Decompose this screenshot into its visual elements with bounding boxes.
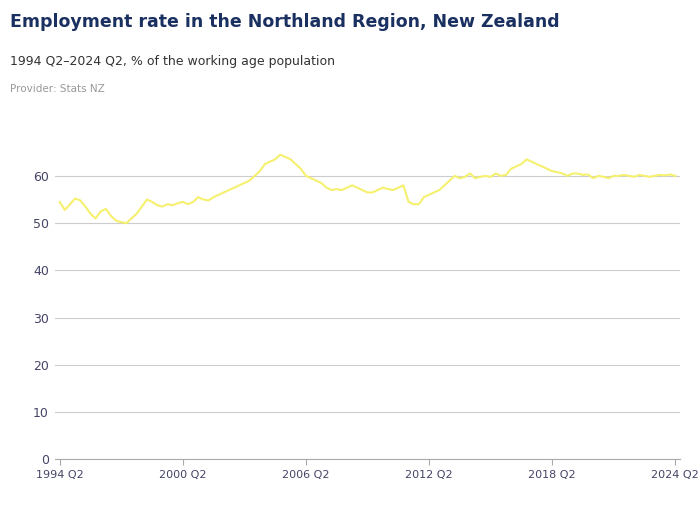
Text: Provider: Stats NZ: Provider: Stats NZ bbox=[10, 84, 105, 94]
Text: Employment rate in the Northland Region, New Zealand: Employment rate in the Northland Region,… bbox=[10, 13, 560, 31]
Text: figure.nz: figure.nz bbox=[580, 22, 657, 35]
Text: 1994 Q2–2024 Q2, % of the working age population: 1994 Q2–2024 Q2, % of the working age po… bbox=[10, 55, 335, 68]
